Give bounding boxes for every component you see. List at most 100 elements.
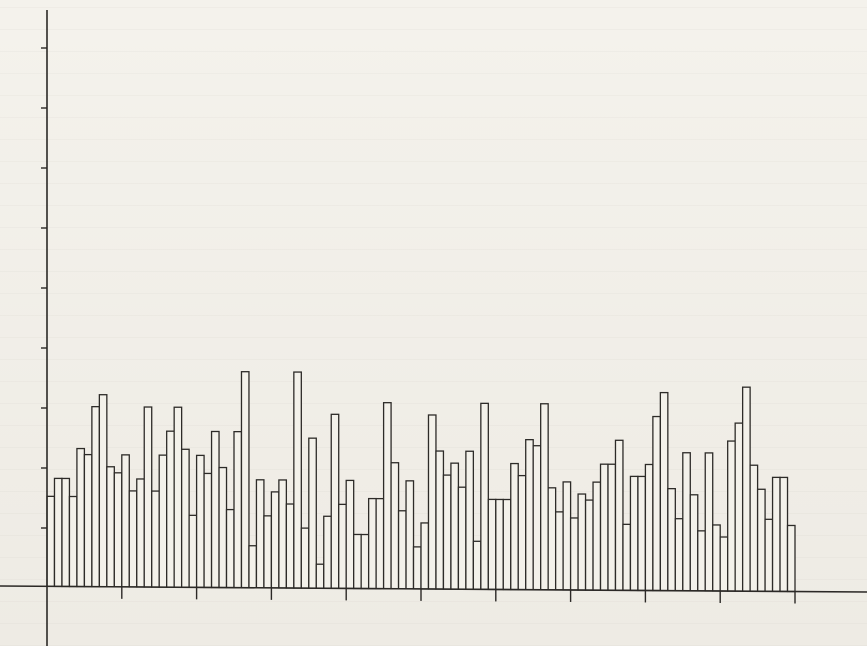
bar — [712, 524, 721, 592]
bar — [136, 478, 145, 588]
bar — [472, 540, 482, 590]
bar — [308, 437, 317, 589]
bar — [263, 515, 273, 589]
bar — [682, 452, 691, 592]
bar — [180, 448, 190, 588]
bar — [188, 514, 198, 588]
bar — [255, 479, 265, 589]
bar — [592, 481, 602, 591]
bar — [293, 371, 302, 589]
bar — [442, 474, 452, 590]
bar — [629, 475, 639, 592]
bar — [562, 481, 572, 591]
bar — [435, 450, 445, 590]
bar — [771, 476, 781, 593]
bar — [375, 497, 385, 590]
bar — [540, 403, 549, 591]
bar — [121, 454, 130, 588]
x-ticks-group — [121, 586, 796, 604]
bar — [786, 524, 796, 593]
bar — [577, 493, 587, 591]
bar — [599, 463, 609, 591]
bar — [240, 371, 250, 589]
bar — [61, 477, 71, 588]
y-ticks-group — [41, 47, 47, 529]
bar — [480, 402, 489, 591]
bar — [315, 563, 325, 589]
bar — [323, 515, 332, 589]
bar — [210, 430, 220, 589]
bar — [674, 518, 684, 592]
bar — [338, 503, 347, 590]
bar — [697, 530, 706, 592]
bar — [569, 517, 579, 591]
bar — [719, 536, 729, 592]
bar — [173, 406, 183, 588]
bar — [584, 499, 594, 591]
x-axis-line — [0, 585, 867, 593]
bar — [218, 466, 228, 589]
bars-group — [46, 371, 796, 593]
bar — [495, 498, 504, 591]
bar — [412, 546, 422, 590]
bar — [151, 490, 160, 588]
bar — [756, 488, 766, 592]
bar — [517, 474, 527, 591]
bar — [195, 454, 205, 589]
bar — [525, 439, 534, 591]
bar — [502, 498, 512, 591]
bar — [353, 533, 362, 590]
bar — [532, 445, 542, 591]
bar — [360, 533, 370, 590]
bar — [727, 440, 736, 592]
bar — [547, 487, 557, 591]
bar — [764, 518, 774, 592]
bar — [644, 463, 654, 592]
bar — [667, 487, 676, 592]
bar — [270, 491, 280, 589]
bar — [128, 490, 138, 588]
bar — [345, 479, 355, 590]
bar — [554, 511, 564, 591]
bar — [510, 462, 519, 591]
bar — [46, 495, 56, 588]
bar — [330, 413, 340, 589]
bar — [158, 454, 168, 588]
bar — [450, 462, 460, 590]
bar — [53, 477, 63, 588]
bar — [106, 466, 115, 588]
bar — [278, 479, 288, 589]
bar — [68, 495, 78, 588]
bar — [285, 503, 295, 589]
bar — [614, 439, 624, 591]
bar — [734, 422, 744, 592]
bar — [203, 472, 213, 589]
bar — [233, 430, 243, 589]
bar — [143, 406, 153, 588]
bar — [382, 402, 392, 590]
bar — [622, 523, 632, 591]
bar — [248, 545, 258, 589]
bar — [637, 475, 647, 592]
bar — [427, 414, 437, 590]
bar — [704, 452, 714, 592]
bar — [113, 472, 123, 588]
bar — [397, 510, 407, 590]
bar — [390, 462, 400, 590]
bar — [779, 476, 789, 593]
bar — [741, 386, 751, 592]
bar — [749, 464, 759, 592]
bar — [367, 497, 377, 590]
bar — [420, 522, 430, 590]
bar — [300, 527, 310, 589]
bar — [91, 406, 101, 588]
bar — [487, 498, 497, 591]
bar — [76, 447, 86, 588]
bar — [465, 450, 475, 590]
bar — [652, 415, 662, 592]
bar — [98, 394, 108, 588]
bar — [659, 391, 669, 592]
